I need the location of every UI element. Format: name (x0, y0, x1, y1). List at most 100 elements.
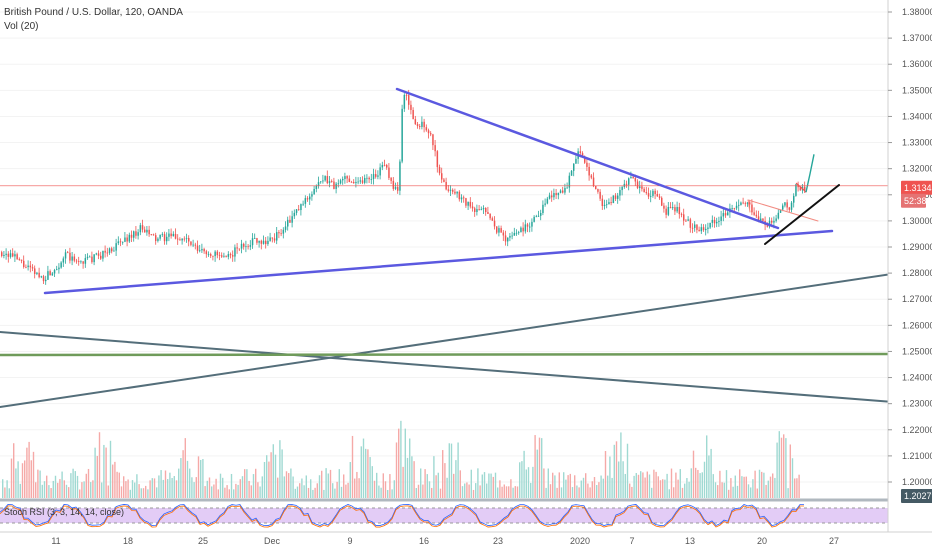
volume-bar (299, 483, 301, 498)
symbol-title[interactable]: British Pound / U.S. Dollar, 120, OANDA (4, 7, 183, 18)
candle-body (291, 216, 293, 223)
volume-bar (376, 472, 378, 498)
volume-bar (728, 489, 730, 498)
candle-body (271, 237, 274, 239)
candle-body (269, 237, 271, 241)
volume-bar (336, 481, 338, 498)
candle-body (236, 247, 238, 249)
volume-bar (530, 482, 532, 498)
candle-body (20, 259, 23, 261)
volume-bar (123, 476, 125, 498)
candle-body (216, 251, 219, 256)
volume-bar (83, 481, 85, 498)
volume-bar (252, 474, 255, 498)
candle-body (522, 227, 524, 232)
volume-bar (739, 469, 741, 498)
volume-bar (578, 487, 580, 498)
candle-body (405, 94, 408, 96)
candle-body (324, 176, 326, 181)
candle-body (298, 209, 300, 211)
candle-body (267, 240, 269, 245)
volume-bar (706, 435, 708, 498)
candle-body (174, 233, 177, 239)
candle-body (194, 244, 197, 246)
trendline-descending-long (0, 331, 932, 406)
candle-body (590, 175, 593, 178)
candle-body (432, 134, 434, 146)
volume-bar (501, 486, 503, 498)
bottom-price-badge-text: 1.20279 (904, 491, 932, 501)
candle-body (104, 250, 106, 253)
volume-bar (791, 458, 794, 498)
horizontal-support-green (0, 352, 932, 357)
volume-bar (543, 468, 545, 498)
candle-body (491, 218, 494, 221)
volume-bar (611, 477, 613, 498)
candle-body (82, 261, 84, 264)
volume-bar (785, 438, 787, 498)
candle-body (744, 203, 747, 205)
grid-lines (0, 11, 888, 483)
volume-bar (268, 461, 270, 498)
chart-legend: British Pound / U.S. Dollar, 120, OANDA … (4, 6, 183, 34)
candle-body (315, 185, 318, 189)
volume-bar (521, 461, 523, 498)
price-axis: 1.38000 1.37000 1.36000 1.35000 1.34000 1.330… (887, 0, 932, 550)
volume-bar (620, 432, 622, 498)
volume-bar (391, 489, 393, 498)
volume-bar (545, 487, 547, 498)
volume-bar (422, 484, 424, 498)
volume-bar (208, 477, 211, 498)
candle-body (137, 232, 139, 236)
volume-bar (497, 487, 499, 498)
volume-bar (41, 484, 43, 498)
candle-body (599, 191, 601, 199)
candle-body (507, 237, 509, 242)
drawing-lines[interactable] (0, 87, 932, 408)
candle-body (390, 177, 392, 181)
candle-body (69, 252, 71, 261)
volume-bar (219, 473, 222, 498)
volume-bar (17, 461, 19, 498)
volume-bar (65, 484, 68, 498)
candle-body (166, 236, 168, 242)
candle-body (749, 202, 751, 205)
candle-body (584, 156, 586, 163)
candle-body (333, 181, 335, 189)
volume-bar (719, 470, 721, 498)
candle-body (311, 194, 313, 197)
candle-body (258, 240, 260, 243)
price-tick-label: 1.36000 (902, 59, 932, 69)
volume-bar (569, 473, 571, 498)
volume-bar (30, 460, 32, 498)
candle-body (155, 235, 157, 241)
volume-bar (622, 461, 624, 498)
triangle-lower-line (43, 229, 834, 295)
candle-body (18, 259, 21, 260)
volume-bar (585, 473, 587, 498)
candle-body (722, 213, 725, 217)
candle-body (3, 254, 5, 257)
candle-body (122, 241, 124, 243)
candle-body (630, 176, 632, 179)
volume-bar (514, 486, 516, 498)
volume-bar (263, 461, 266, 498)
volume-bar (615, 441, 618, 498)
volume-bar (52, 480, 54, 498)
volume-bar (318, 475, 321, 498)
stoch-d-line (0, 505, 805, 528)
candle-body (335, 183, 337, 189)
candle-body (478, 209, 480, 210)
candle-body (419, 126, 421, 127)
candle-body (784, 202, 786, 206)
candle-body (606, 204, 608, 206)
candle-body (106, 252, 109, 254)
candle-body (238, 248, 241, 250)
volume-bar (228, 489, 230, 498)
candle-body (667, 207, 670, 215)
volume-indicator-label[interactable]: Vol (20) (4, 21, 39, 32)
volume-bar (389, 474, 391, 498)
candle-body (38, 272, 40, 278)
volume-bar (442, 450, 444, 498)
